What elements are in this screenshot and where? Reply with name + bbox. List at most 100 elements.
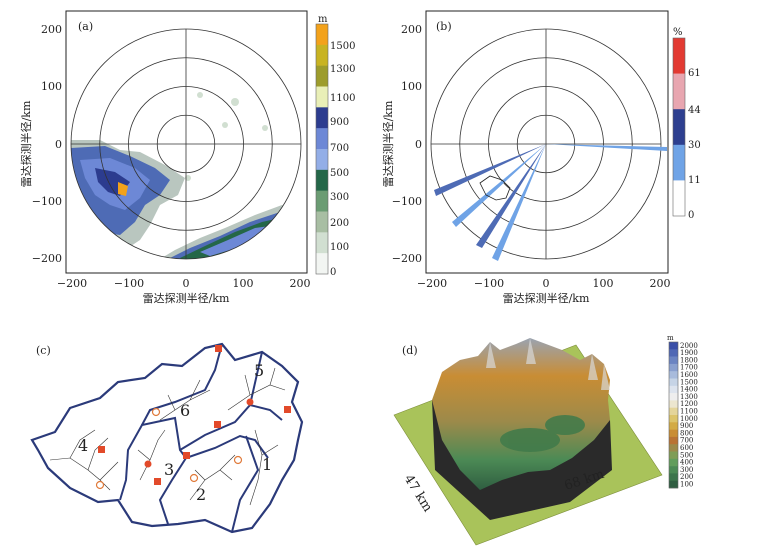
- svg-text:m: m: [667, 334, 674, 342]
- panel-a-y-ticks: 200 100 0 −100 −200: [32, 23, 62, 265]
- colorbar-swatch: [673, 38, 685, 74]
- svg-text:44: 44: [688, 105, 701, 116]
- colorbar-swatch: [669, 356, 678, 365]
- svg-text:−100: −100: [474, 277, 504, 290]
- colorbar-label: 800: [680, 429, 693, 437]
- colorbar-label: 100: [680, 481, 693, 489]
- terrain-valleys: [500, 415, 585, 452]
- range-rings: [70, 28, 302, 260]
- svg-text:100: 100: [330, 242, 349, 253]
- colorbar-swatch: [673, 144, 685, 181]
- panel-d-colorbar: m 20001900180017001600150014001300120011…: [667, 334, 698, 489]
- svg-text:%: %: [673, 27, 683, 38]
- svg-text:100: 100: [233, 277, 254, 290]
- colorbar-label: 1300: [680, 393, 698, 401]
- panel-b-y-ticks: 200 100 0 −100 −200: [392, 23, 422, 265]
- colorbar-swatch: [316, 86, 328, 108]
- basin-outline: [479, 175, 511, 201]
- panel-a-colorbar: m 1500 1300 1100 900 700 500 300 200 100…: [315, 14, 355, 278]
- svg-text:200: 200: [330, 218, 349, 229]
- svg-text:200: 200: [41, 23, 62, 36]
- colorbar-swatch: [669, 451, 678, 460]
- subbasin-labels: 1 2 3 4 5 6: [78, 361, 272, 504]
- colorbar-label: 1800: [680, 356, 698, 364]
- beam-blockage-sectors: [434, 144, 667, 261]
- colorbar-swatch: [669, 466, 678, 474]
- colorbar-swatch: [316, 65, 328, 87]
- colorbar-outline: [668, 341, 679, 489]
- subbasin-dividers: [119, 343, 283, 533]
- colorbar-swatch: [316, 169, 328, 191]
- panel-c-subbasin-map: (c): [30, 342, 304, 534]
- svg-text:1500: 1500: [330, 41, 355, 52]
- svg-text:1100: 1100: [330, 93, 355, 104]
- panel-b-xlabel: 雷达探测半径/km: [503, 291, 590, 305]
- basin-boundary: [30, 342, 304, 534]
- colorbar-label: 1700: [680, 364, 698, 372]
- colorbar-swatch: [669, 436, 678, 445]
- panel-a-radar-elevation-map: (a) 200 100 0 −100 −200 −200 −100 0 100 …: [19, 10, 355, 305]
- colorbar-swatch: [669, 407, 678, 416]
- svg-text:100: 100: [593, 277, 614, 290]
- colorbar-label: 400: [680, 459, 693, 467]
- colorbar-swatch: [669, 349, 678, 357]
- colorbar-outline: [315, 23, 329, 275]
- colorbar-label: 1500: [680, 378, 698, 386]
- svg-text:−100: −100: [392, 195, 422, 208]
- svg-text:200: 200: [650, 277, 671, 290]
- colorbar-swatch: [316, 24, 328, 46]
- svg-text:30: 30: [688, 140, 701, 151]
- dimension-depth: 47 km: [401, 472, 435, 515]
- colorbar-swatch: [316, 107, 328, 129]
- svg-text:−200: −200: [32, 252, 62, 265]
- svg-text:100: 100: [41, 80, 62, 93]
- colorbar-label: 900: [680, 422, 693, 430]
- colorbar-swatch: [673, 109, 685, 146]
- svg-text:−200: −200: [392, 252, 422, 265]
- colorbar-label: 1400: [680, 386, 698, 394]
- svg-text:100: 100: [401, 80, 422, 93]
- subbasin-label-4: 4: [78, 436, 88, 455]
- panel-a-colorbar-labels: 1500 1300 1100 900 700 500 300 200 100 0: [330, 41, 355, 278]
- colorbar-outline: [672, 37, 686, 217]
- panel-a-x-ticks: −200 −100 0 100 200: [57, 277, 311, 290]
- panel-b-x-ticks: −200 −100 0 100 200: [417, 277, 671, 290]
- colorbar-label: 1200: [680, 400, 698, 408]
- colorbar-label: 200: [680, 473, 693, 481]
- svg-text:300: 300: [330, 192, 349, 203]
- subbasin-label-6: 6: [180, 401, 190, 420]
- svg-text:m: m: [318, 14, 328, 25]
- colorbar-swatch: [669, 473, 678, 481]
- colorbar-swatch: [669, 378, 678, 387]
- colorbar-swatch: [669, 444, 678, 452]
- panel-b-tag: (b): [436, 20, 452, 33]
- gauge-markers: [95, 345, 291, 490]
- svg-text:61: 61: [688, 68, 701, 79]
- colorbar-swatch: [669, 480, 678, 489]
- svg-text:−200: −200: [57, 277, 87, 290]
- colorbar-swatch: [316, 128, 328, 150]
- svg-text:0: 0: [688, 210, 694, 221]
- svg-text:0: 0: [55, 138, 62, 151]
- colorbar-swatch: [669, 363, 678, 372]
- colorbar-swatch: [316, 253, 328, 275]
- colorbar-label: 1000: [680, 415, 698, 423]
- colorbar-swatch: [316, 232, 328, 254]
- colorbar-swatch: [669, 371, 678, 379]
- colorbar-swatch: [669, 393, 678, 401]
- svg-text:0: 0: [415, 138, 422, 151]
- svg-text:0: 0: [330, 267, 336, 278]
- colorbar-swatch: [669, 385, 678, 394]
- panel-c-tag: (c): [36, 344, 51, 357]
- colorbar-label: 1600: [680, 371, 698, 379]
- svg-text:−200: −200: [417, 277, 447, 290]
- svg-text:0: 0: [183, 277, 190, 290]
- panel-d-colorbar-labels: 2000190018001700160015001400130012001100…: [680, 342, 698, 489]
- subbasin-label-3: 3: [164, 460, 174, 479]
- panel-a-xlabel: 雷达探测半径/km: [143, 291, 230, 305]
- terrain-peaks: [486, 338, 610, 390]
- colorbar-swatch: [669, 342, 678, 350]
- colorbar-swatch: [316, 211, 328, 233]
- panel-a-ylabel: 雷达探测半径/km: [19, 100, 33, 187]
- colorbar-swatch: [669, 415, 678, 423]
